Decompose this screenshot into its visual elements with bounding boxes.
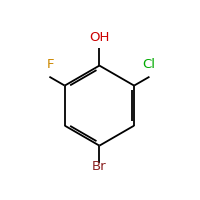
Text: OH: OH <box>89 31 110 44</box>
Text: F: F <box>46 58 54 71</box>
Text: Br: Br <box>92 160 107 173</box>
Text: Cl: Cl <box>142 58 155 71</box>
